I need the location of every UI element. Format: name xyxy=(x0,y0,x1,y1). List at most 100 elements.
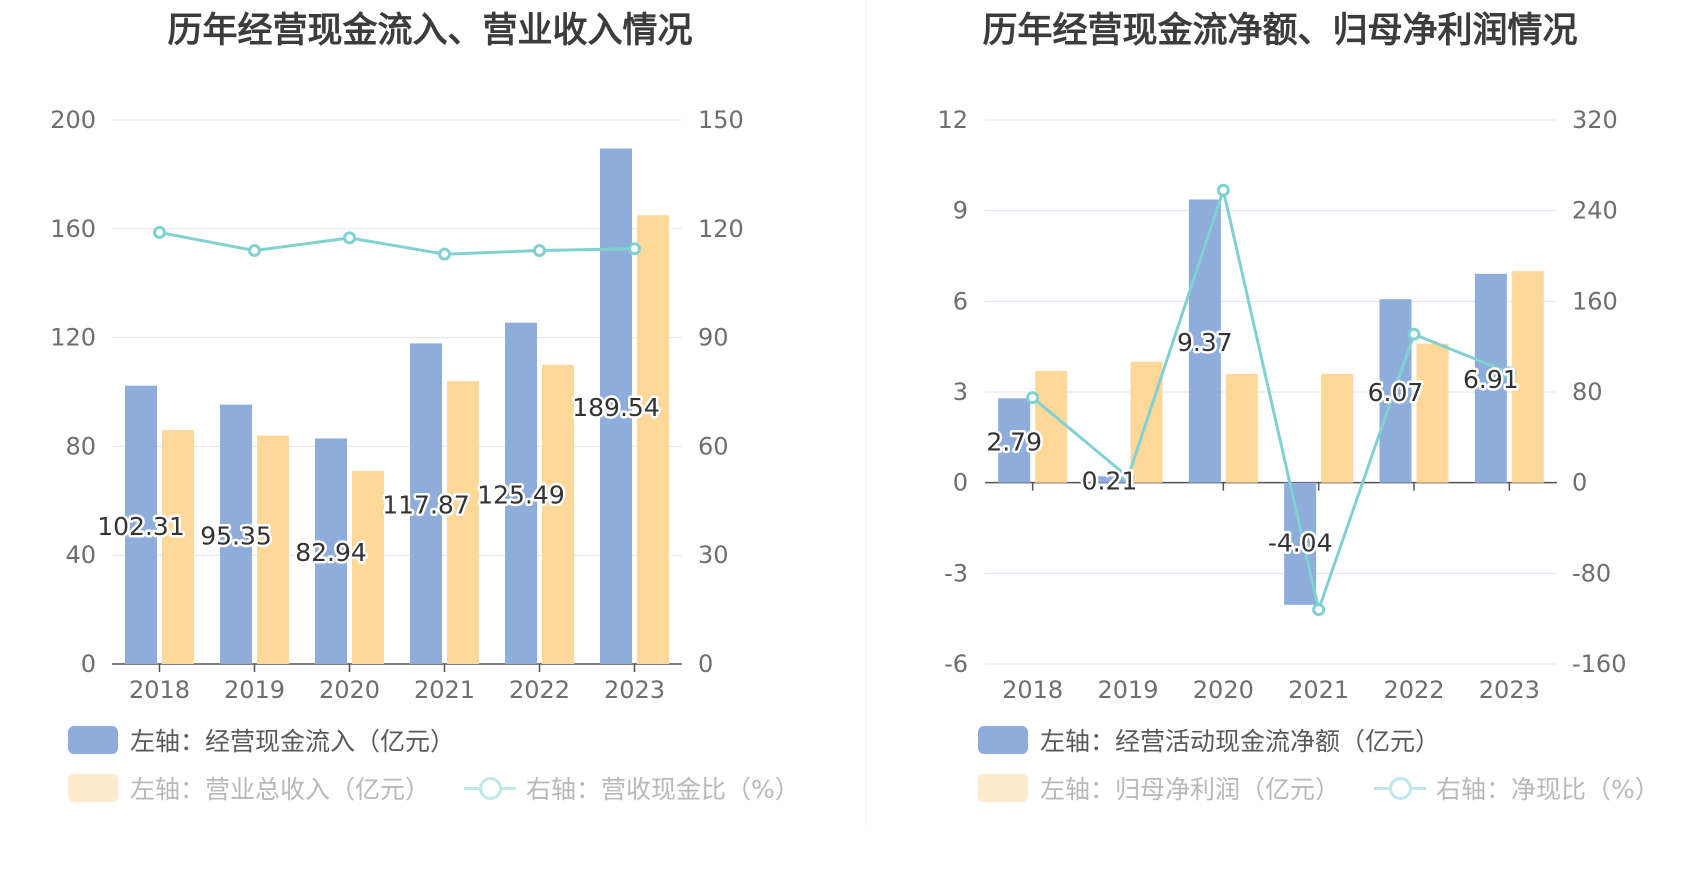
left-left-tick-label: 0 xyxy=(81,650,96,678)
legend-swatch-net-profit xyxy=(978,774,1028,802)
right-right-tick-label: -160 xyxy=(1572,650,1626,678)
right-left-tick-label: -6 xyxy=(944,650,968,678)
right-x-label: 2023 xyxy=(1479,676,1540,704)
left-ratio-point xyxy=(438,247,451,261)
right-right-tick-label: 320 xyxy=(1572,106,1618,134)
left-left-tick-label: 200 xyxy=(50,106,96,134)
right-ratio-point xyxy=(1312,603,1326,617)
left-right-tick-label: 150 xyxy=(698,106,744,134)
right-bar-secondary xyxy=(1225,373,1258,483)
right-x-label: 2022 xyxy=(1383,676,1444,704)
right-left-tick-label: 3 xyxy=(953,378,968,406)
left-bar-data-label: 82.94 xyxy=(295,538,367,567)
left-bar-data-label: 95.35 xyxy=(200,521,272,550)
legend-label-revenue[interactable]: 左轴：营业总收入（亿元） xyxy=(130,775,431,804)
left-right-tick-label: 0 xyxy=(698,650,713,678)
left-right-tick-label: 30 xyxy=(698,541,729,569)
right-right-tick-label: -80 xyxy=(1572,559,1611,587)
left-bar-secondary xyxy=(257,435,289,664)
right-left-tick-label: 6 xyxy=(953,287,968,315)
left-left-tick-label: 80 xyxy=(65,432,96,460)
right-bar-data-label: 2.79 xyxy=(986,428,1042,457)
right-right-tick-label: 80 xyxy=(1572,378,1603,406)
left-x-label: 2018 xyxy=(129,676,190,704)
left-bar-secondary xyxy=(542,364,574,664)
right-ratio-point xyxy=(1026,391,1040,405)
right-chart-title: 历年经营现金流净额、归母净利润情况 xyxy=(982,11,1578,51)
right-bar-data-label: 6.91 xyxy=(1463,365,1519,394)
left-chart-title: 历年经营现金流入、营业收入情况 xyxy=(167,11,693,51)
legend-label-net-cash-ratio[interactable]: 右轴：净现比（%） xyxy=(1436,775,1660,804)
left-bar-primary xyxy=(410,343,442,664)
left-bar-secondary xyxy=(162,430,194,664)
legend-swatch-cash-inflow xyxy=(68,726,118,754)
right-bar-primary xyxy=(1093,476,1126,483)
right-x-label: 2020 xyxy=(1193,676,1254,704)
left-bar-data-label: 189.54 xyxy=(572,393,659,422)
right-bar-secondary xyxy=(1511,271,1544,483)
right-bar-secondary xyxy=(1035,370,1068,483)
left-left-tick-label: 120 xyxy=(50,324,96,352)
left-ratio-line xyxy=(159,230,635,256)
legend-label-net-cash-flow: 左轴：经营活动现金流净额（亿元） xyxy=(1040,727,1441,756)
legend-row-right-secondary: 左轴：归母净利润（亿元） 右轴：净现比（%） xyxy=(978,770,1660,806)
right-left-tick-label: 9 xyxy=(953,197,968,225)
right-ratio-point xyxy=(1121,470,1135,484)
right-right-tick-label: 160 xyxy=(1572,287,1618,315)
left-ratio-point xyxy=(533,244,546,258)
legend-line-net-cash-ratio-icon xyxy=(1374,774,1427,802)
left-left-tick-label: 160 xyxy=(50,215,96,243)
right-bar-data-label: 9.37 xyxy=(1177,328,1233,357)
left-x-label: 2023 xyxy=(604,676,665,704)
left-x-label: 2021 xyxy=(414,676,475,704)
legend-label-cash-inflow: 左轴：经营现金流入（亿元） xyxy=(130,727,456,756)
legend-swatch-revenue xyxy=(68,774,118,802)
left-ratio-point xyxy=(153,225,166,239)
left-ratio-point xyxy=(343,231,356,245)
right-x-label: 2018 xyxy=(1002,676,1063,704)
left-left-tick-label: 40 xyxy=(65,541,96,569)
left-x-label: 2020 xyxy=(319,676,380,704)
right-bar-secondary xyxy=(1321,373,1354,483)
legend-label-net-profit[interactable]: 左轴：归母净利润（亿元） xyxy=(1040,775,1341,804)
right-bar-primary xyxy=(998,398,1031,483)
left-bar-data-label: 102.31 xyxy=(97,512,184,541)
right-left-tick-label: 12 xyxy=(937,106,968,134)
left-bar-secondary xyxy=(352,470,384,664)
left-bar-primary xyxy=(220,404,252,664)
left-right-tick-label: 120 xyxy=(698,215,744,243)
right-x-label: 2021 xyxy=(1288,676,1349,704)
left-bar-data-label: 125.49 xyxy=(477,480,564,509)
left-right-tick-label: 60 xyxy=(698,432,729,460)
left-bar-primary xyxy=(125,385,157,664)
right-bar-data-label: 6.07 xyxy=(1368,378,1424,407)
right-left-tick-label: 0 xyxy=(953,469,968,497)
left-ratio-point xyxy=(248,244,261,258)
legend-row-left-secondary: 左轴：营业总收入（亿元） 右轴：营收现金比（%） xyxy=(68,770,800,806)
left-right-tick-label: 90 xyxy=(698,324,729,352)
right-ratio-point xyxy=(1502,366,1516,380)
right-bar-primary xyxy=(1284,482,1317,605)
right-left-tick-label: -3 xyxy=(944,559,968,587)
right-bar-data-label: -4.04 xyxy=(1268,529,1333,558)
legend-label-revenue-cash-ratio[interactable]: 右轴：营收现金比（%） xyxy=(526,775,800,804)
right-ratio-point xyxy=(1407,327,1421,341)
right-right-tick-label: 240 xyxy=(1572,197,1618,225)
legend-item-net-cash-flow[interactable]: 左轴：经营活动现金流净额（亿元） xyxy=(978,722,1440,758)
left-ratio-point xyxy=(628,242,641,256)
left-bar-primary xyxy=(505,322,537,664)
left-x-label: 2022 xyxy=(509,676,570,704)
left-bar-data-label: 117.87 xyxy=(382,491,469,520)
right-bar-secondary xyxy=(1416,343,1449,483)
right-bar-primary xyxy=(1474,273,1507,483)
left-bar-primary xyxy=(600,148,632,665)
left-x-label: 2019 xyxy=(224,676,285,704)
right-ratio-line xyxy=(1031,184,1510,616)
right-ratio-point xyxy=(1216,183,1230,197)
right-bar-data-label: 0.21 xyxy=(1082,466,1138,495)
legend-item-cash-inflow[interactable]: 左轴：经营现金流入（亿元） xyxy=(68,722,455,758)
left-bar-secondary xyxy=(637,215,669,664)
left-bar-primary xyxy=(315,438,347,664)
